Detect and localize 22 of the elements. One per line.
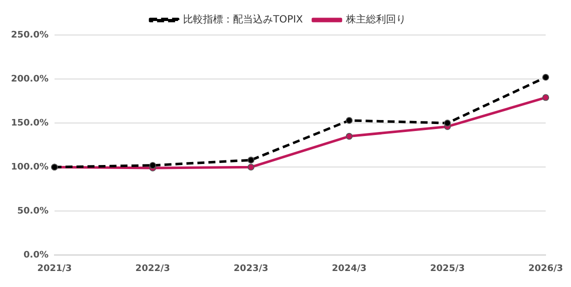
x-tick-label: 2025/3 — [430, 264, 465, 274]
point — [444, 120, 451, 126]
point — [542, 74, 550, 81]
y-tick-label: 150.0% — [10, 118, 48, 128]
x-tick-label: 2023/3 — [234, 264, 268, 274]
x-tick-label: 2026/3 — [528, 264, 564, 274]
y-tick-label: 100.0% — [10, 162, 48, 172]
point — [248, 164, 254, 171]
x-tick-label: 2022/3 — [135, 264, 170, 274]
y-tick-label: 0.0% — [24, 250, 48, 261]
legend-label: 株主総利回り — [344, 14, 406, 26]
point — [149, 162, 156, 169]
y-tick-label: 200.0% — [10, 74, 48, 84]
point — [248, 156, 254, 164]
x-tick-label: 2024/3 — [332, 264, 367, 274]
x-tick-label: 2021/3 — [37, 264, 72, 274]
point — [346, 132, 353, 140]
point — [346, 117, 353, 124]
y-tick-label: 250.0% — [10, 30, 48, 40]
y-tick-label: 50.0% — [17, 206, 48, 217]
legend-label: 比較指標：配当込みTOPIX — [183, 14, 304, 26]
point — [542, 94, 550, 101]
